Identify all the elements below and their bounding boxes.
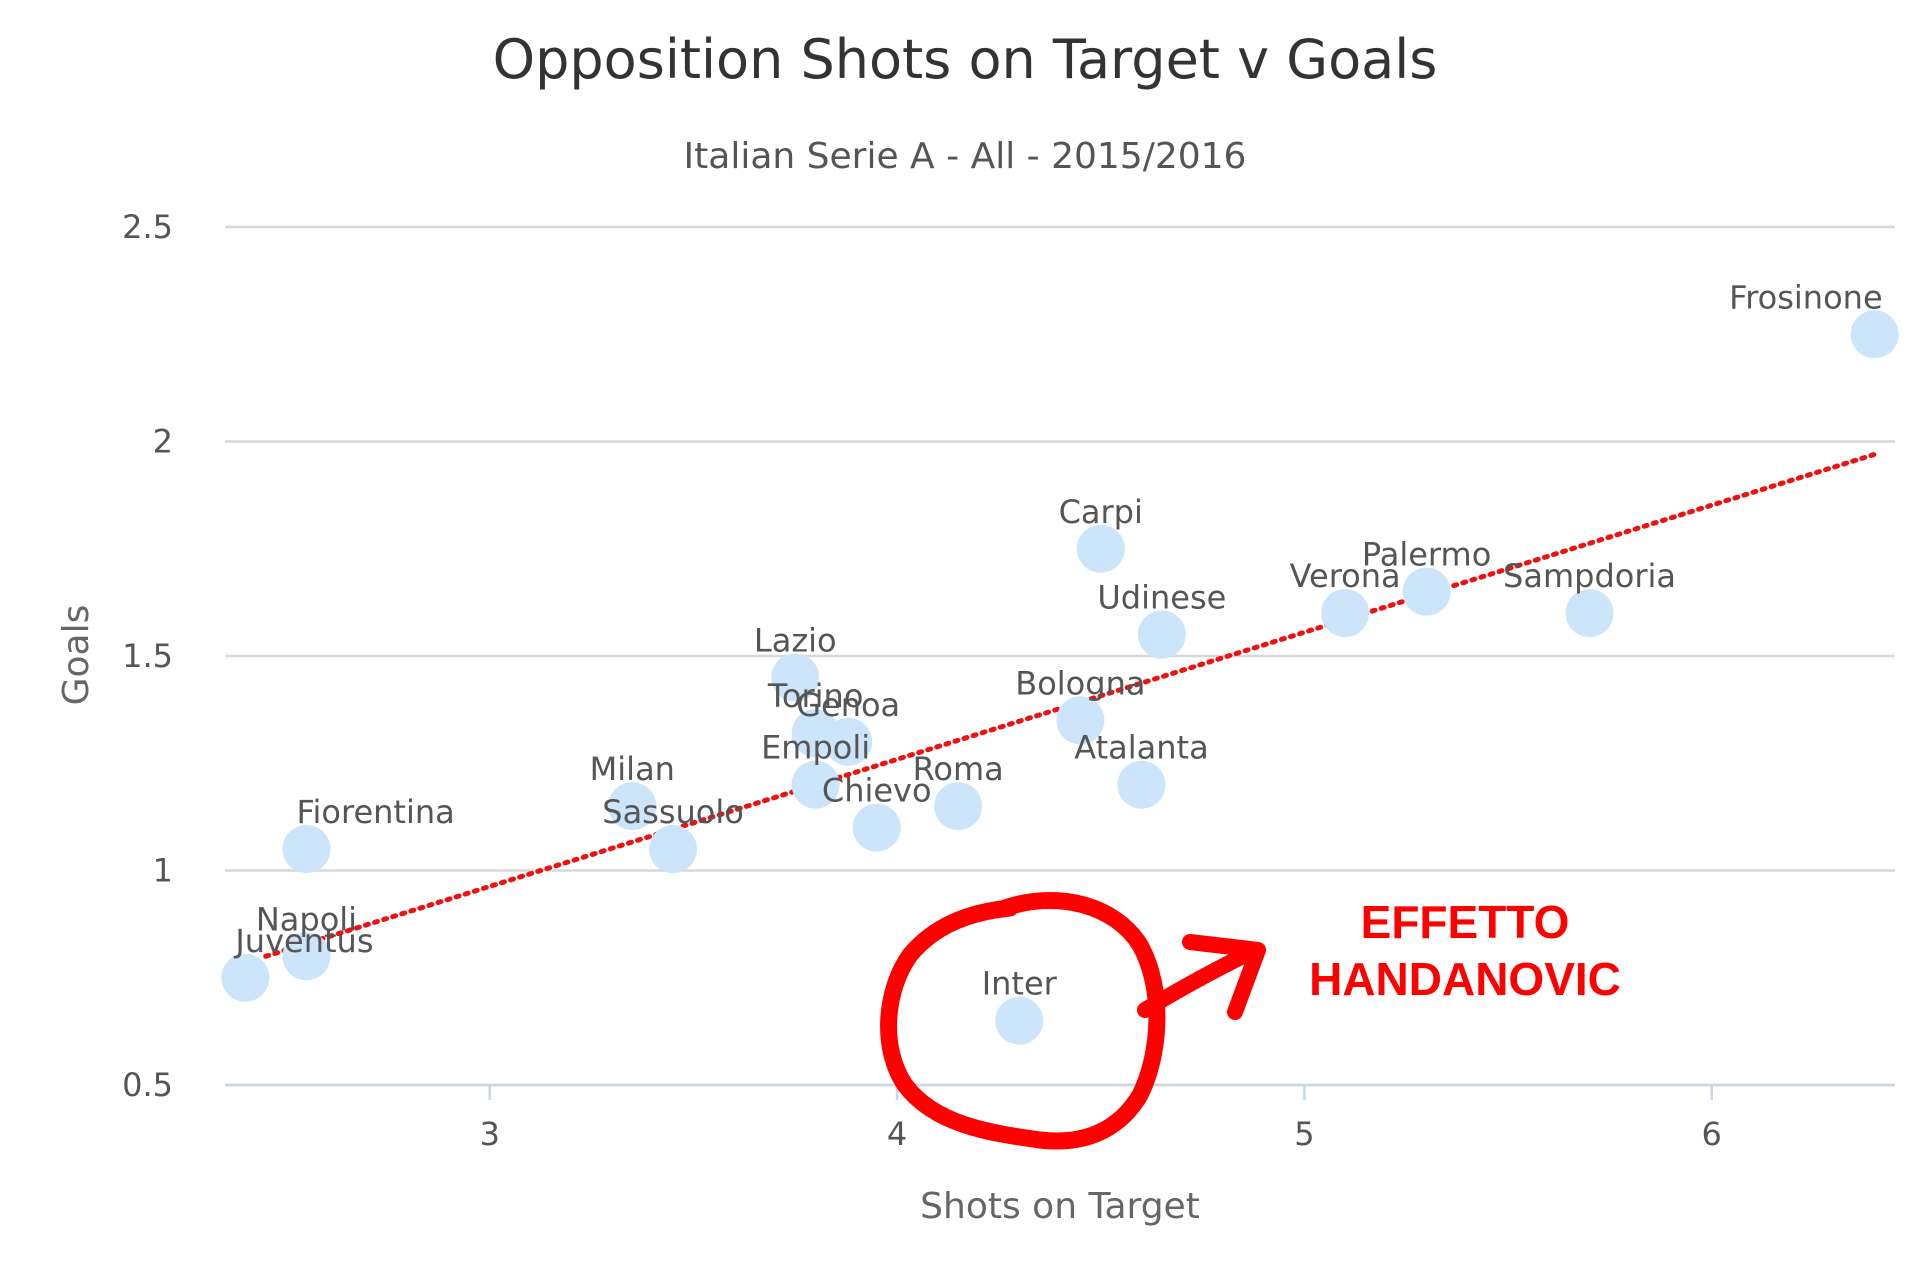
label-carpi: Carpi xyxy=(1059,493,1143,531)
x-tick-label: 5 xyxy=(1294,1115,1314,1153)
label-chievo: Chievo xyxy=(822,772,932,810)
label-fiorentina: Fiorentina xyxy=(296,793,454,831)
trendline-group xyxy=(263,451,1878,959)
x-tick-label: 3 xyxy=(480,1115,500,1153)
point-atalanta xyxy=(1117,760,1166,809)
point-milan xyxy=(608,782,657,831)
point-genoa xyxy=(824,717,873,766)
x-axis-title: Shots on Target xyxy=(920,1186,1200,1227)
y-tick-label: 1 xyxy=(153,852,173,890)
point-udinese xyxy=(1137,610,1186,659)
point-sassuolo xyxy=(649,825,698,874)
y-tick-label: 0.5 xyxy=(122,1066,173,1104)
point-napoli xyxy=(282,932,331,981)
grid-lines xyxy=(225,225,1895,1087)
label-lazio: Lazio xyxy=(754,621,837,659)
label-sampdoria: Sampdoria xyxy=(1503,557,1676,595)
point-lazio xyxy=(771,653,820,702)
point-fiorentina xyxy=(282,825,331,874)
x-tick-label: 6 xyxy=(1702,1115,1722,1153)
point-chievo xyxy=(852,803,901,852)
label-bologna: Bologna xyxy=(1015,664,1145,702)
y-tick-label: 2.5 xyxy=(122,208,173,246)
label-juventus: Juventus xyxy=(233,922,373,960)
point-empoli xyxy=(791,760,840,809)
label-napoli: Napoli xyxy=(256,900,357,938)
annotation-arrow-head xyxy=(1182,934,1266,1020)
label-torino: Torino xyxy=(767,677,864,715)
label-sassuolo: Sassuolo xyxy=(602,793,744,831)
point-verona xyxy=(1321,589,1370,638)
y-tick-label: 1.5 xyxy=(122,637,173,675)
point-bologna xyxy=(1056,696,1105,745)
label-genoa: Genoa xyxy=(796,686,900,724)
label-atalanta: Atalanta xyxy=(1074,729,1208,767)
point-frosinone xyxy=(1850,310,1899,359)
label-palermo: Palermo xyxy=(1362,536,1491,574)
data-points xyxy=(221,310,1899,1045)
highlight-circle xyxy=(880,892,1166,1150)
trendline xyxy=(263,451,1878,959)
label-verona: Verona xyxy=(1290,557,1401,595)
point-roma xyxy=(934,782,983,831)
chart-subtitle: Italian Serie A - All - 2015/2016 xyxy=(684,136,1247,177)
annotation-line-2: HANDANOVIC xyxy=(1309,953,1621,1005)
point-juventus xyxy=(221,953,270,1002)
chart-title: Opposition Shots on Target v Goals xyxy=(493,28,1438,91)
point-inter xyxy=(995,996,1044,1045)
label-empoli: Empoli xyxy=(761,729,870,767)
y-axis-title: Goals xyxy=(56,605,97,706)
label-roma: Roma xyxy=(913,750,1004,788)
point-sampdoria xyxy=(1565,589,1614,638)
point-carpi xyxy=(1076,524,1125,573)
label-udinese: Udinese xyxy=(1097,579,1226,617)
annotation-group: EFFETTO HANDANOVIC xyxy=(880,892,1621,1150)
label-milan: Milan xyxy=(590,750,675,788)
label-frosinone: Frosinone xyxy=(1729,278,1883,316)
point-palermo xyxy=(1402,567,1451,616)
annotation-line-1: EFFETTO xyxy=(1361,896,1570,948)
label-inter: Inter xyxy=(982,965,1058,1003)
y-tick-label: 2 xyxy=(153,423,173,461)
axes: 0.5 1 1.5 2 2.5 3 4 5 6 xyxy=(122,208,1895,1153)
x-tick-label: 4 xyxy=(887,1115,907,1153)
